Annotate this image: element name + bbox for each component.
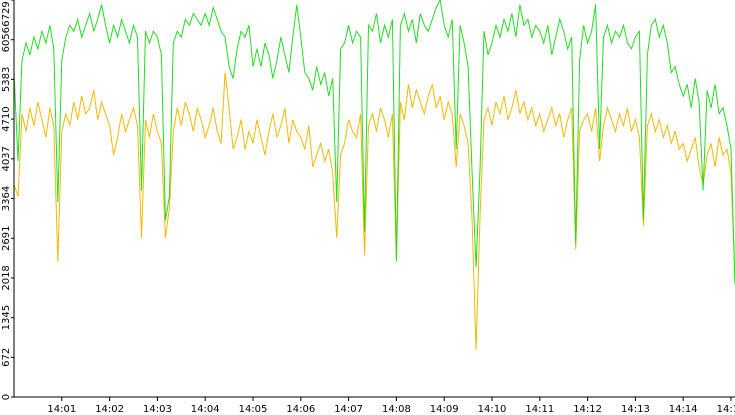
y-tick-label: 6729	[1, 1, 12, 26]
y-tick-label: 0	[1, 394, 12, 400]
x-tick-label: 14:01	[47, 404, 76, 415]
series-line	[13, 72, 735, 350]
y-tick-label: 4037	[1, 146, 12, 171]
x-tick-label: 14:04	[191, 404, 220, 415]
x-tick-label: 14:15	[717, 404, 735, 415]
y-tick-label: 2691	[1, 226, 12, 251]
x-tick-label: 14:02	[95, 404, 124, 415]
x-tick-label: 14:03	[143, 404, 172, 415]
y-tick-label: 2018	[1, 265, 12, 290]
series-line	[13, 0, 735, 285]
x-tick-label: 14:08	[382, 404, 411, 415]
x-tick-label: 14:12	[573, 404, 602, 415]
y-tick-label: 1345	[1, 305, 12, 330]
x-tick-label: 14:07	[334, 404, 363, 415]
x-tick-label: 14:13	[621, 404, 650, 415]
x-tick-label: 14:11	[525, 404, 554, 415]
y-tick-label: 672	[1, 348, 12, 367]
x-tick-label: 14:10	[478, 404, 507, 415]
y-tick-label: 6056	[1, 27, 12, 52]
x-tick-label: 14:05	[239, 404, 268, 415]
y-tick-label: 5383	[1, 67, 12, 92]
x-tick-label: 14:14	[669, 404, 698, 415]
x-tick-label: 14:09	[430, 404, 459, 415]
y-tick-label: 4710	[1, 106, 12, 131]
y-tick-label: 3364	[1, 186, 12, 211]
x-tick-label: 14:06	[286, 404, 315, 415]
